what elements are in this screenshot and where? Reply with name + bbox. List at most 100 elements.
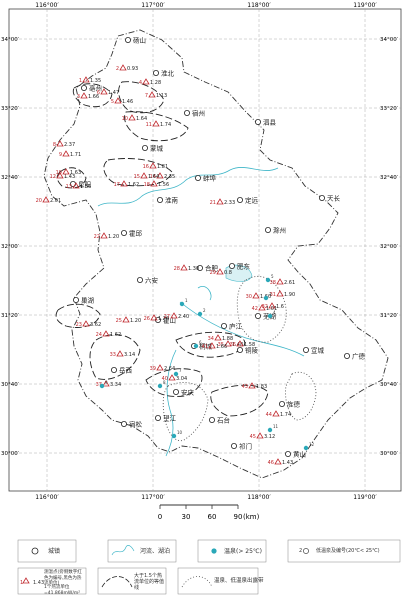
top-lon-label: 117°00′ (141, 2, 165, 9)
heat-point: 6 1.47 (97, 88, 119, 96)
heat-point: 1 1.35 (79, 76, 101, 84)
triangle-icon (100, 232, 108, 239)
city-name: 霍山 (163, 316, 176, 325)
heat-point-value: 1.56 (80, 184, 91, 190)
heat-point-value: 1.30 (188, 266, 199, 272)
heat-point: 21 2.33 (210, 198, 235, 206)
city-circle-icon (136, 276, 143, 283)
map-legend: 城镇 河流、湖泊 温泉(> 25℃) 2 低温泉及编号(20℃< 25℃) 1 … (0, 535, 410, 597)
legend-symbols (17, 539, 401, 595)
hot-spring-number: 9 (105, 380, 108, 385)
hot-spring-number: 6 (199, 340, 202, 345)
city-name: 滁州 (273, 226, 286, 235)
triangle-icon (82, 76, 90, 83)
legend-heat-point-label: 测温点(旁侧数字红色为编号,黑色为热流单位) (44, 570, 82, 586)
hot-spring: 2 (197, 308, 206, 317)
heat-point-id: 4 (139, 80, 142, 86)
triangle-icon (56, 172, 64, 179)
heat-point-value: 2.35 (164, 174, 175, 180)
heat-point-id: 44 (266, 412, 272, 418)
left-lat-label: 30°40′ (1, 382, 20, 388)
city-name: 淮北 (161, 69, 175, 78)
hot-spring-icon (267, 427, 273, 433)
hot-spring-number: 2 (203, 308, 206, 313)
city-name: 砀山 (133, 36, 146, 45)
heat-point-id: 22 (94, 234, 100, 240)
city-name: 六安 (145, 276, 159, 285)
heat-point-value: 3.12 (264, 434, 275, 440)
bottom-lon-label: 116°00′ (35, 494, 59, 501)
legend-heat-point-icon (22, 577, 30, 584)
city-marker: 旌德 (278, 400, 301, 409)
city-marker: 砀山 (125, 36, 146, 45)
triangle-icon (62, 150, 70, 157)
triangle-icon (170, 312, 178, 319)
hot-spring-icon (303, 445, 309, 451)
right-lat-label: 32°40′ (380, 175, 399, 181)
heat-point-id: 23 (76, 322, 82, 328)
city-marker: 石台 (208, 416, 230, 425)
heat-point-value: 1.58 (244, 342, 255, 348)
city-name: 桐城 (199, 342, 213, 351)
heat-point-value: 1.46 (122, 99, 133, 105)
triangle-icon (214, 334, 222, 341)
heat-point-id: 39 (150, 366, 156, 372)
heat-point-id: 33 (110, 352, 116, 358)
heat-point-id: 17 (114, 182, 120, 188)
heat-point: 15 1.64 (134, 172, 159, 180)
hot-spring: 11 (267, 424, 279, 433)
heat-point-id: 21 (210, 200, 216, 206)
top-lon-label: 118°00′ (247, 2, 271, 9)
city-marker: 亳州 (81, 84, 102, 93)
heat-points-layer: 1 1.352 0.933 1.664 1.285 1.466 1.47 7 1.138 2.37… (36, 64, 295, 466)
heat-point-id: 41 (202, 344, 208, 350)
hot-spring-icon (197, 311, 203, 317)
legend-contour-icon (101, 576, 133, 588)
city-name: 蚌埠 (203, 174, 217, 183)
left-lat-label: 32°40′ (1, 175, 20, 181)
hot-spring-number: 8 (163, 380, 166, 385)
city-marker: 霍邱 (121, 230, 143, 238)
triangle-icon (236, 340, 244, 347)
heat-point-id: 34 (208, 336, 214, 342)
triangle-icon (152, 120, 160, 127)
city-circle-icon (183, 110, 190, 117)
heat-point-value: 1.66 (216, 344, 227, 350)
city-circle-icon (121, 420, 128, 427)
legend-low-spring-icon (303, 548, 309, 554)
legend-anomaly-icon (181, 576, 213, 588)
triangle-icon (276, 278, 284, 285)
city-name: 宿松 (129, 420, 143, 429)
city-marker: 蚌埠 (194, 174, 217, 183)
heat-point: 7 1.13 (145, 91, 167, 99)
heat-point-value: 1.81 (157, 164, 168, 170)
bottom-lon-label: 119°00′ (353, 494, 377, 501)
heat-point-value: 1.20 (130, 318, 141, 324)
triangle-icon (80, 92, 88, 99)
hot-spring: 6 (193, 340, 202, 349)
city-circle-icon (228, 262, 235, 269)
heat-point-value: 1.71 (70, 152, 81, 158)
heat-point-value: 1.01 (266, 306, 277, 312)
heat-point-value: 1.64 (136, 116, 147, 122)
heat-point: 10 1.64 (122, 114, 147, 122)
triangle-icon (140, 172, 148, 179)
city-name: 安庆 (181, 388, 195, 397)
heat-point-id: 15 (134, 174, 140, 180)
triangle-icon (274, 458, 282, 465)
hot-spring-icon (157, 383, 163, 389)
city-circle-icon (236, 196, 243, 203)
city-name: 淮南 (165, 196, 179, 205)
legend-hot-spring-label: 温泉(> 25℃) (224, 548, 262, 555)
triangle-icon (114, 97, 122, 104)
city-marker: 宣城 (302, 346, 325, 355)
right-lat-label: 34°00′ (380, 37, 399, 43)
triangle-icon (148, 91, 156, 98)
heat-point: 13 1.56 (66, 182, 91, 190)
hot-spring-icon (263, 295, 269, 301)
triangle-icon (216, 198, 224, 205)
left-lat-label: 31°20′ (1, 313, 20, 319)
heat-flow-contours (55, 81, 269, 417)
hot-spring-icon (173, 371, 179, 377)
